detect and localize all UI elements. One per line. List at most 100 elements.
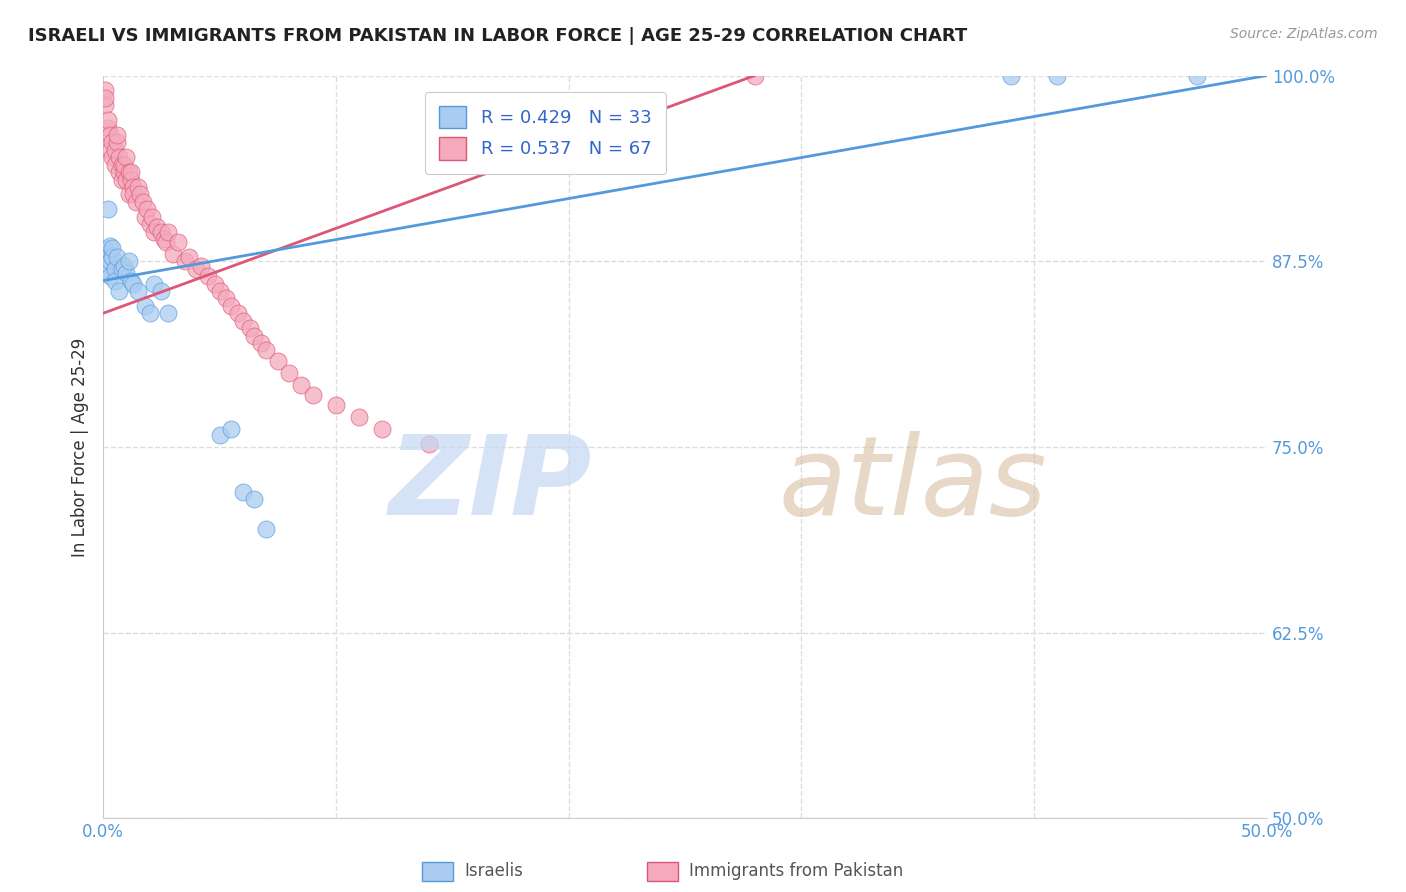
- Text: atlas: atlas: [778, 431, 1046, 538]
- Point: [208, 284, 231, 298]
- Text: Source: ZipAtlas.com: Source: ZipAtlas.com: [1230, 27, 1378, 41]
- Point: [118, 187, 141, 202]
- Point: [152, 232, 174, 246]
- Point: [138, 306, 160, 320]
- Point: [219, 299, 242, 313]
- Point: [239, 321, 262, 335]
- Point: [97, 120, 120, 135]
- Point: [157, 225, 180, 239]
- Point: [162, 247, 184, 261]
- Point: [186, 261, 208, 276]
- Point: [94, 243, 117, 257]
- Point: [122, 277, 145, 291]
- Point: [104, 274, 127, 288]
- Point: [101, 250, 124, 264]
- Point: [1046, 69, 1069, 83]
- Point: [104, 158, 127, 172]
- Point: [250, 336, 273, 351]
- Point: [138, 217, 160, 231]
- Point: [150, 284, 173, 298]
- Point: [204, 277, 226, 291]
- Point: [232, 484, 254, 499]
- Point: [108, 150, 131, 164]
- Legend: R = 0.429   N = 33, R = 0.537   N = 67: R = 0.429 N = 33, R = 0.537 N = 67: [425, 92, 666, 174]
- Point: [112, 158, 135, 172]
- Point: [97, 202, 120, 217]
- Point: [111, 158, 134, 172]
- Text: ISRAELI VS IMMIGRANTS FROM PAKISTAN IN LABOR FORCE | AGE 25-29 CORRELATION CHART: ISRAELI VS IMMIGRANTS FROM PAKISTAN IN L…: [28, 27, 967, 45]
- Point: [105, 250, 128, 264]
- Point: [166, 235, 188, 249]
- Point: [115, 172, 138, 186]
- Point: [278, 366, 301, 380]
- Point: [98, 143, 121, 157]
- Y-axis label: In Labor Force | Age 25-29: In Labor Force | Age 25-29: [72, 337, 89, 557]
- Point: [120, 274, 142, 288]
- Point: [157, 306, 180, 320]
- Point: [290, 377, 312, 392]
- Point: [120, 172, 142, 186]
- Point: [129, 187, 152, 202]
- Point: [98, 254, 121, 268]
- Point: [215, 292, 238, 306]
- Point: [111, 172, 134, 186]
- Point: [101, 136, 124, 150]
- Point: [98, 269, 121, 284]
- Point: [127, 180, 149, 194]
- Point: [267, 353, 290, 368]
- Point: [197, 269, 219, 284]
- Point: [254, 522, 277, 536]
- Point: [143, 225, 166, 239]
- Point: [104, 261, 127, 276]
- Point: [325, 398, 347, 412]
- Point: [371, 422, 394, 436]
- Point: [141, 210, 163, 224]
- Point: [418, 437, 440, 451]
- Point: [131, 194, 153, 209]
- Point: [150, 225, 173, 239]
- Text: ZIP: ZIP: [388, 431, 592, 538]
- Point: [208, 428, 231, 442]
- Point: [94, 83, 117, 97]
- Point: [105, 128, 128, 142]
- Point: [134, 299, 156, 313]
- Point: [134, 210, 156, 224]
- Point: [226, 306, 249, 320]
- Point: [243, 328, 266, 343]
- Point: [219, 422, 242, 436]
- Point: [105, 136, 128, 150]
- Point: [118, 254, 141, 268]
- Point: [98, 239, 121, 253]
- Point: [94, 98, 117, 112]
- Point: [136, 202, 159, 217]
- Point: [1185, 69, 1208, 83]
- Point: [104, 143, 127, 157]
- Point: [101, 241, 124, 255]
- Point: [243, 491, 266, 506]
- Point: [155, 235, 177, 249]
- Point: [232, 314, 254, 328]
- Point: [1000, 69, 1022, 83]
- Point: [744, 69, 766, 83]
- Point: [122, 180, 145, 194]
- Point: [179, 250, 201, 264]
- Point: [173, 254, 195, 268]
- Text: Immigrants from Pakistan: Immigrants from Pakistan: [689, 863, 903, 880]
- Point: [101, 150, 124, 164]
- Point: [190, 259, 212, 273]
- Point: [108, 165, 131, 179]
- Point: [98, 128, 121, 142]
- Point: [127, 284, 149, 298]
- Point: [347, 410, 370, 425]
- Point: [122, 187, 145, 202]
- Point: [94, 261, 117, 276]
- Point: [143, 277, 166, 291]
- Point: [254, 343, 277, 358]
- Point: [111, 261, 134, 276]
- Point: [118, 165, 141, 179]
- Point: [97, 113, 120, 128]
- Point: [120, 165, 142, 179]
- Point: [115, 266, 138, 280]
- Point: [112, 165, 135, 179]
- Point: [97, 247, 120, 261]
